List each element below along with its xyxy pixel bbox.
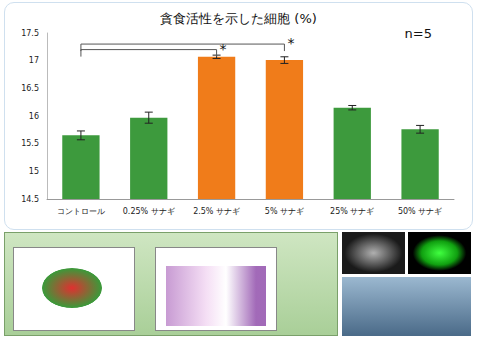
svg-text:15.5: 15.5 [21,139,39,148]
svg-text:貪食活性を示した細胞 (%): 貪食活性を示した細胞 (%) [160,11,317,26]
svg-text:16.5: 16.5 [21,84,39,93]
svg-text:0.25% サナギ: 0.25% サナギ [123,207,175,216]
svg-text:50% サナギ: 50% サナギ [398,207,442,216]
svg-text:*: * [287,35,294,51]
svg-text:16: 16 [29,112,39,121]
svg-text:n=5: n=5 [405,26,432,41]
svg-text:コントロール: コントロール [57,207,105,216]
svg-text:*: * [220,41,227,57]
svg-text:17: 17 [29,56,39,65]
svg-text:5% サナギ: 5% サナギ [265,207,304,216]
svg-text:2.5% サナギ: 2.5% サナギ [193,207,240,216]
svg-text:25% サナギ: 25% サナギ [330,207,374,216]
svg-text:15: 15 [29,167,39,176]
svg-text:17.5: 17.5 [21,29,39,38]
svg-text:14.5: 14.5 [21,195,39,204]
